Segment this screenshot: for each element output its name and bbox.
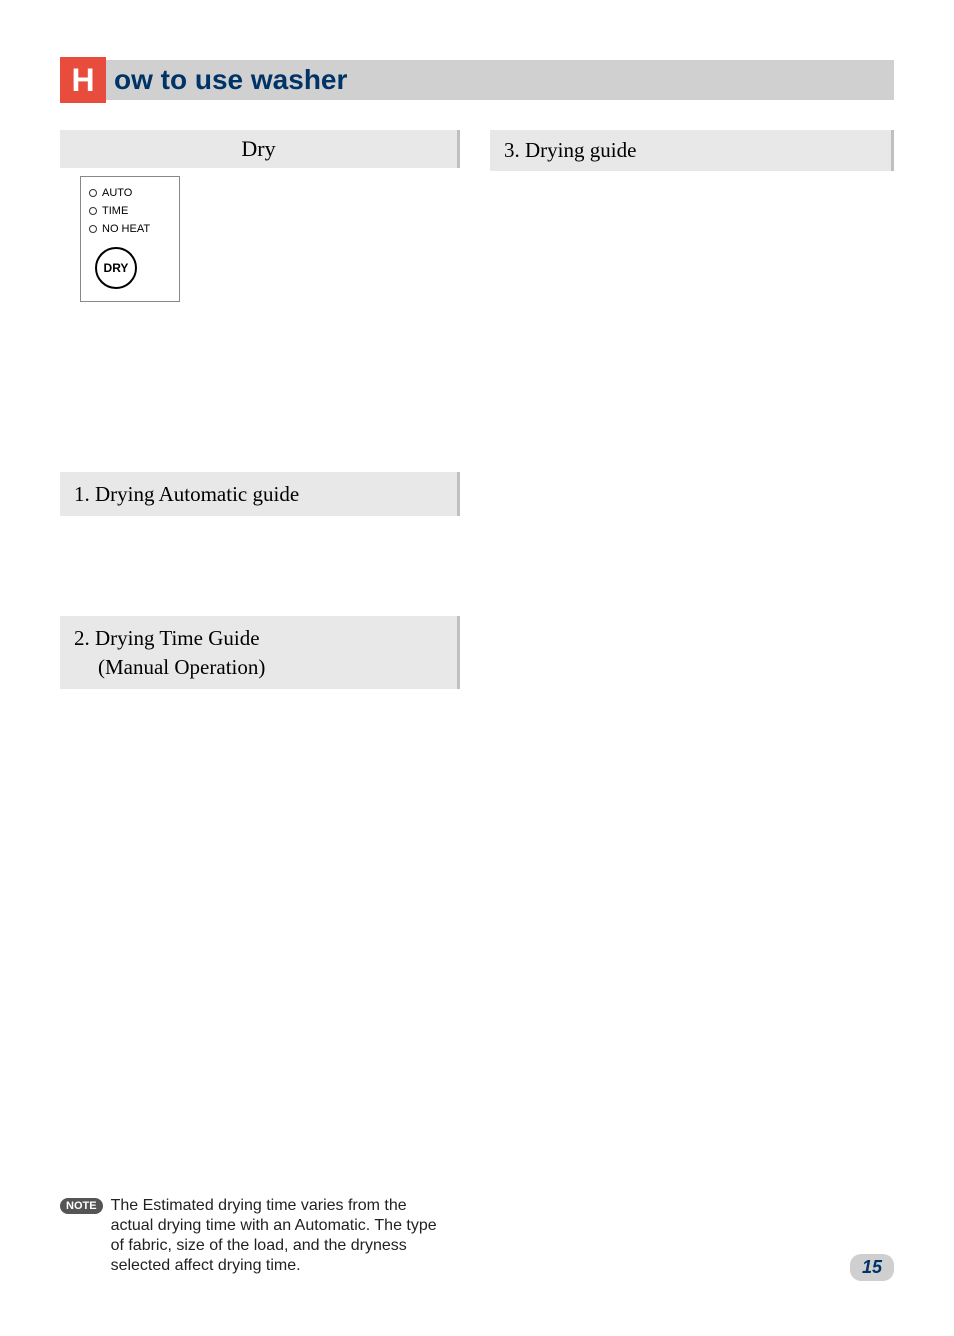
option-label: AUTO — [102, 187, 132, 199]
right-column: 3. Drying guide — [490, 130, 894, 809]
page-number-value: 15 — [862, 1257, 882, 1277]
heading-line-1: 2. Drying Time Guide — [74, 626, 260, 650]
option-label: NO HEAT — [102, 223, 150, 235]
header-bar: H ow to use washer — [60, 60, 894, 100]
left-column: Dry AUTO TIME NO HEAT DRY — [60, 130, 460, 809]
option-indicator-icon — [89, 207, 97, 215]
section-heading-auto-guide: 1. Drying Automatic guide — [60, 472, 460, 516]
dry-panel-title: Dry — [60, 130, 460, 168]
page-content: H ow to use washer Dry AUTO TIME NO HEAT — [0, 0, 954, 849]
heading-line-2: (Manual Operation) — [74, 655, 265, 679]
dry-button-label: DRY — [104, 261, 129, 275]
header-dropcap-box: H — [60, 57, 106, 103]
option-indicator-icon — [89, 225, 97, 233]
dry-control-box: AUTO TIME NO HEAT DRY — [80, 176, 180, 302]
option-label: TIME — [102, 205, 128, 217]
spacer — [60, 689, 460, 809]
dry-button: DRY — [95, 247, 137, 289]
header-dropcap: H — [71, 62, 94, 99]
dry-option-auto: AUTO — [89, 187, 171, 199]
page-number: 15 — [850, 1254, 894, 1281]
spacer — [60, 302, 460, 472]
note-badge: NOTE — [60, 1198, 103, 1214]
spacer — [60, 516, 460, 616]
section-heading-time-guide: 2. Drying Time Guide (Manual Operation) — [60, 616, 460, 689]
note-block: NOTE The Estimated drying time varies fr… — [60, 1196, 450, 1276]
note-text: The Estimated drying time varies from th… — [111, 1196, 450, 1276]
dry-option-time: TIME — [89, 205, 171, 217]
header-title: ow to use washer — [114, 64, 347, 96]
dry-option-noheat: NO HEAT — [89, 223, 171, 235]
section-heading-drying-guide: 3. Drying guide — [490, 130, 894, 171]
option-indicator-icon — [89, 189, 97, 197]
two-column-layout: Dry AUTO TIME NO HEAT DRY — [60, 130, 894, 809]
